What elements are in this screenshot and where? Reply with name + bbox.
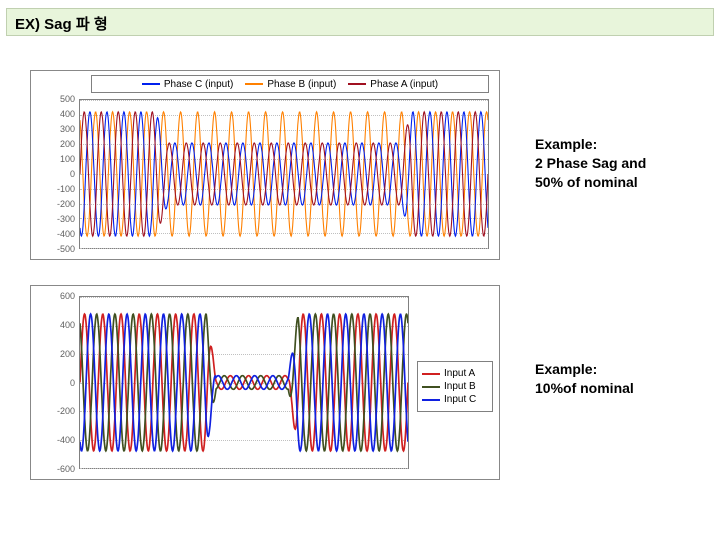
legend-swatch	[422, 386, 440, 388]
legend-item: Phase A (input)	[348, 79, 438, 90]
series-line	[80, 112, 488, 236]
ytick-label: -300	[57, 214, 75, 224]
ytick-label: 200	[60, 139, 75, 149]
caption-line: 2 Phase Sag and	[535, 154, 705, 173]
ytick-label: -500	[57, 244, 75, 254]
chart-top: Phase C (input) Phase B (input) Phase A …	[30, 70, 500, 260]
chart2-legend: Input A Input B Input C	[417, 361, 493, 412]
ytick-label: 600	[60, 291, 75, 301]
ytick-label: -200	[57, 199, 75, 209]
ytick-label: 500	[60, 94, 75, 104]
ytick-label: 100	[60, 154, 75, 164]
legend-label: Phase B (input)	[267, 79, 336, 90]
ytick-label: -400	[57, 229, 75, 239]
chart2-yticks: 6004002000-200-400-600	[31, 296, 77, 469]
ytick-label: 400	[60, 109, 75, 119]
ytick-label: 200	[60, 349, 75, 359]
legend-swatch	[142, 83, 160, 85]
title-bar: EX) Sag 파 형	[6, 8, 714, 36]
legend-label: Input C	[444, 394, 476, 405]
ytick-label: 300	[60, 124, 75, 134]
legend-item: Input A	[422, 368, 488, 379]
legend-item: Phase B (input)	[245, 79, 336, 90]
legend-swatch	[422, 373, 440, 375]
caption-line: Example:	[535, 135, 705, 154]
legend-label: Phase C (input)	[164, 79, 233, 90]
legend-swatch	[348, 83, 366, 85]
wave-svg	[80, 297, 408, 468]
legend-item: Phase C (input)	[142, 79, 233, 90]
legend-label: Phase A (input)	[370, 79, 438, 90]
caption-line: 50% of nominal	[535, 173, 705, 192]
grid-line	[80, 248, 488, 249]
ytick-label: -100	[57, 184, 75, 194]
ytick-label: -600	[57, 464, 75, 474]
chart2-plot	[79, 296, 409, 469]
legend-label: Input B	[444, 381, 476, 392]
ytick-label: -200	[57, 406, 75, 416]
legend-label: Input A	[444, 368, 475, 379]
chart1-plot	[79, 99, 489, 249]
ytick-label: 0	[70, 169, 75, 179]
caption-bottom: Example: 10%of nominal	[535, 360, 705, 398]
ytick-label: -400	[57, 435, 75, 445]
wave-svg	[80, 100, 488, 248]
caption-line: 10%of nominal	[535, 379, 705, 398]
ytick-label: 0	[70, 378, 75, 388]
chart-bottom: 600 400 200 0 -200 -400 -600 Input A Input B I…	[30, 285, 500, 480]
legend-swatch	[422, 399, 440, 401]
legend-item: Input C	[422, 394, 488, 405]
grid-line	[80, 468, 408, 469]
legend-item: Input B	[422, 381, 488, 392]
caption-top: Example: 2 Phase Sag and 50% of nominal	[535, 135, 705, 192]
page-title: EX) Sag 파 형	[15, 16, 108, 33]
ytick-label: 400	[60, 320, 75, 330]
legend-swatch	[245, 83, 263, 85]
chart1-legend: Phase C (input) Phase B (input) Phase A …	[91, 75, 489, 93]
caption-line: Example:	[535, 360, 705, 379]
chart1-yticks: 5004003002001000-100-200-300-400-500	[31, 99, 77, 249]
